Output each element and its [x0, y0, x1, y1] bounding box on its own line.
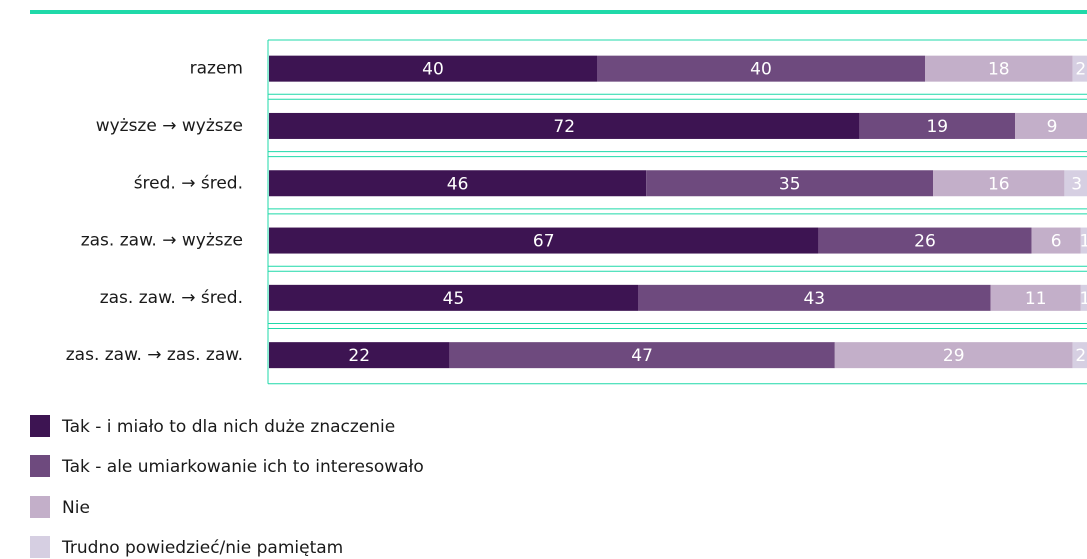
legend-swatch — [30, 455, 50, 477]
legend-swatch — [30, 415, 50, 437]
category-label: śred. → śred. — [134, 173, 243, 193]
bar-segment — [269, 284, 638, 311]
value-label: 47 — [631, 346, 653, 366]
bar-segment — [269, 342, 450, 369]
value-label: 45 — [443, 289, 465, 309]
value-label: 19 — [926, 117, 948, 137]
value-label: 1 — [1079, 289, 1087, 309]
value-label: 6 — [1051, 232, 1062, 252]
value-label: 3 — [1071, 174, 1082, 194]
value-label: 18 — [988, 60, 1010, 80]
bar-segment — [597, 55, 925, 82]
bar-segment — [834, 342, 1073, 369]
bar-segment — [269, 170, 647, 197]
bar-segment — [638, 284, 991, 311]
bar-segment — [1072, 342, 1087, 369]
category-label: zas. zaw. → śred. — [100, 288, 243, 308]
value-label: 26 — [914, 232, 936, 252]
bar-segment — [1072, 55, 1087, 82]
bar-segment — [859, 112, 1016, 139]
bar-segment — [269, 112, 860, 139]
bar-segment — [646, 170, 934, 197]
category-label: razem — [190, 59, 243, 79]
value-label: 67 — [533, 232, 555, 252]
value-label: 16 — [988, 174, 1010, 194]
bar-segment — [818, 227, 1032, 254]
bar-segment — [1080, 227, 1087, 254]
value-label: 1 — [1079, 232, 1087, 252]
legend-swatch — [30, 536, 50, 558]
value-label: 9 — [1047, 117, 1058, 137]
legend-label: Tak - i miało to dla nich duże znaczenie — [61, 417, 395, 437]
bar-segment — [925, 55, 1073, 82]
bar-segment — [1080, 284, 1087, 311]
value-label: 35 — [779, 174, 801, 194]
category-label: wyższe → wyższe — [96, 116, 243, 136]
bar-segment — [269, 227, 819, 254]
bar-segment — [990, 284, 1081, 311]
legend-label: Tak - ale umiarkowanie ich to interesowa… — [61, 457, 424, 477]
bar-segment — [1031, 227, 1081, 254]
category-label: zas. zaw. → wyższe — [81, 231, 243, 251]
legend-label: Trudno powiedzieć/nie pamiętam — [61, 538, 343, 558]
bar-segment — [1015, 112, 1087, 139]
legend-label: Nie — [62, 498, 90, 518]
value-label: 29 — [943, 346, 965, 366]
legend-swatch — [30, 496, 50, 518]
value-label: 11 — [1025, 289, 1047, 309]
bar-segment — [449, 342, 835, 369]
value-label: 2 — [1075, 60, 1086, 80]
bar-segment — [269, 55, 597, 82]
value-label: 40 — [750, 60, 772, 80]
value-label: 46 — [447, 174, 469, 194]
value-label: 2 — [1075, 346, 1086, 366]
category-label: zas. zaw. → zas. zaw. — [66, 345, 243, 365]
bar-segment — [933, 170, 1065, 197]
value-label: 22 — [348, 346, 370, 366]
top-rule — [30, 10, 1087, 14]
value-label: 43 — [803, 289, 825, 309]
bar-segment — [1064, 170, 1087, 197]
value-label: 72 — [553, 117, 575, 137]
value-label: 40 — [422, 60, 444, 80]
